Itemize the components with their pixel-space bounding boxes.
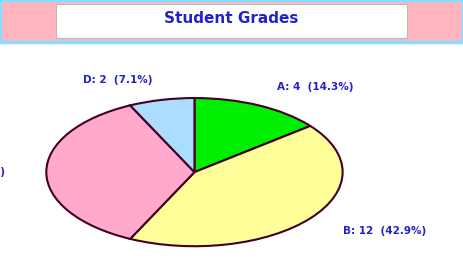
Text: D: 2  (7.1%): D: 2 (7.1%): [83, 75, 152, 85]
Text: B: 12  (42.9%): B: 12 (42.9%): [343, 226, 426, 236]
Bar: [56, 4, 407, 38]
Wedge shape: [46, 105, 194, 239]
Wedge shape: [130, 126, 343, 246]
Text: Student Grades: Student Grades: [164, 11, 299, 26]
Wedge shape: [130, 98, 194, 172]
Wedge shape: [194, 98, 310, 172]
Text: A: 4  (14.3%): A: 4 (14.3%): [277, 82, 353, 92]
Text: C: 10  (35.7%): C: 10 (35.7%): [0, 167, 5, 177]
